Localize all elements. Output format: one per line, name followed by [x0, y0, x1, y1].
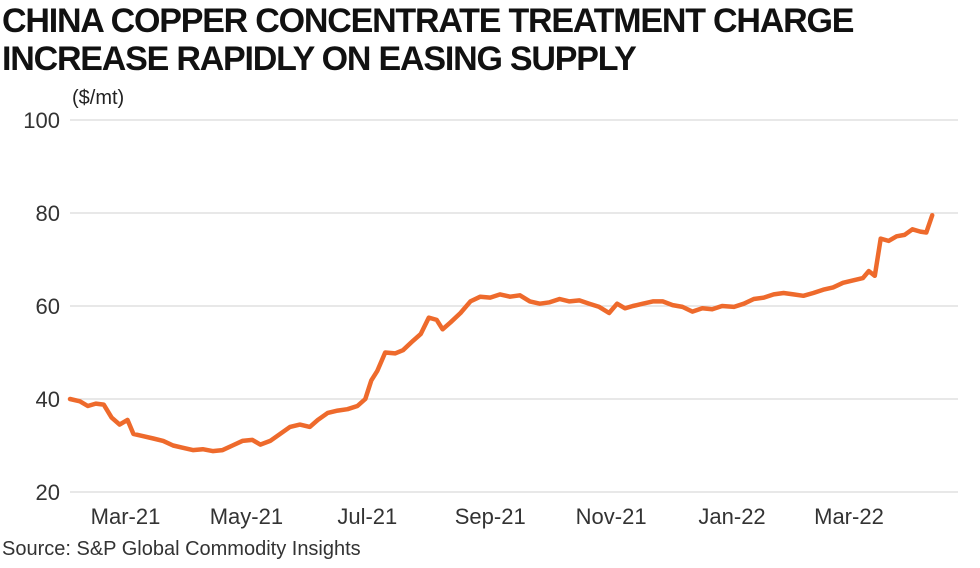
- x-tick-label: Nov-21: [576, 504, 647, 529]
- x-tick-label: Jan-22: [698, 504, 765, 529]
- x-tick-label: Sep-21: [455, 504, 526, 529]
- y-tick-label: 40: [36, 387, 60, 412]
- x-tick-label: Jul-21: [337, 504, 397, 529]
- source-note: Source: S&P Global Commodity Insights: [2, 538, 361, 560]
- y-tick-label: 60: [36, 294, 60, 319]
- x-tick-label: Mar-22: [814, 504, 884, 529]
- x-axis-tick-labels: Mar-21 May-21 Jul-21 Sep-21 Nov-21 Jan-22 Mar-…: [91, 504, 884, 529]
- y-tick-label: 80: [36, 201, 60, 226]
- series-layer: [67, 213, 935, 454]
- series-line-0: [67, 213, 935, 454]
- y-axis-unit-label: ($/mt): [72, 87, 125, 109]
- chart-title: CHINA COPPER CONCENTRATE TREATMENT CHARG…: [2, 2, 854, 78]
- y-tick-label: 20: [36, 480, 60, 505]
- y-axis-tick-labels: 20 40 60 80 100: [23, 108, 60, 505]
- gridlines: [70, 119, 958, 493]
- y-tick-label: 100: [23, 108, 60, 133]
- x-tick-label: Mar-21: [91, 504, 161, 529]
- x-tick-label: May-21: [210, 504, 283, 529]
